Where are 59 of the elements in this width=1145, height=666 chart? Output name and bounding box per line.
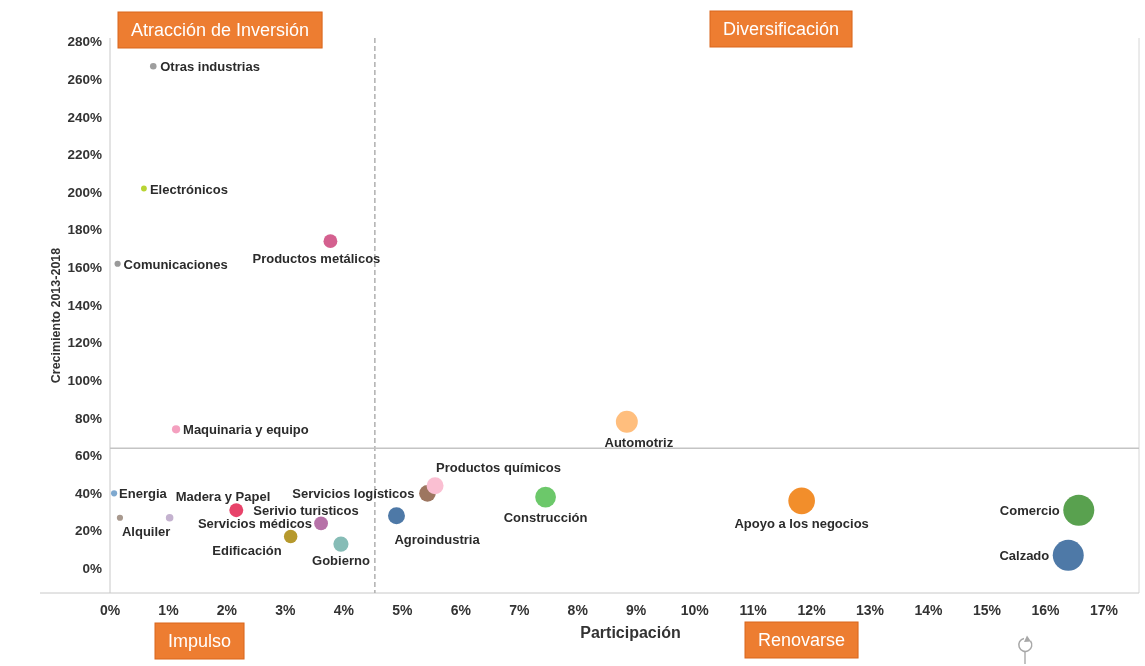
series-label: Comunicaciones: [123, 256, 228, 272]
x-tick-label: 13%: [856, 602, 885, 618]
x-tick-label: 17%: [1089, 602, 1119, 618]
x-tick-label: 4%: [333, 602, 355, 618]
annotation: Diversificación: [722, 19, 840, 39]
series-label: Agroindustria: [394, 531, 481, 547]
x-tick-label: 11%: [739, 602, 768, 618]
series-label: Energia: [119, 485, 168, 501]
series-label: Construcción: [503, 509, 588, 525]
x-tick-label: 12%: [797, 602, 827, 618]
series-label: Productos químicos: [436, 459, 562, 475]
series-label: Alquiler: [121, 523, 171, 539]
y-tick-label: 280%: [67, 34, 102, 50]
y-tick-label: 180%: [67, 222, 102, 238]
x-tick-label: 15%: [972, 602, 1002, 618]
series-label: Otras industrias: [160, 58, 260, 74]
y-tick-label: 240%: [67, 109, 102, 125]
x-tick-label: 5%: [392, 602, 413, 618]
series-label: Productos metálicos: [252, 250, 381, 266]
x-tick-label: 16%: [1031, 602, 1061, 618]
y-tick-label: 80%: [74, 410, 102, 426]
x-tick-label: 6%: [450, 602, 472, 618]
x-tick-label: 0%: [99, 602, 121, 618]
y-tick-label: 20%: [74, 523, 102, 539]
x-tick-label: 2%: [216, 602, 238, 618]
y-tick-label: 160%: [67, 260, 102, 276]
text: Impulso: [168, 631, 232, 651]
x-tick-label: 1%: [158, 602, 180, 618]
series-label: Comercio: [999, 502, 1060, 518]
series-label: Servicios médicos: [197, 515, 313, 531]
y-tick-label: 60%: [74, 448, 102, 464]
y-tick-label: 200%: [67, 184, 102, 200]
series-label: Servicios logísticos: [292, 485, 415, 501]
annotation: Atracción de Inversión: [131, 20, 310, 40]
x-tick-label: 9%: [626, 602, 647, 618]
x-tick-label: 10%: [680, 602, 710, 618]
text: Renovarse: [758, 630, 846, 650]
y-tick-label: 140%: [67, 297, 102, 313]
x-tick-label: 14%: [914, 602, 944, 618]
series-label: Madera y Papel: [175, 488, 271, 504]
series-label: Automotriz: [604, 434, 674, 450]
series-label: Electrónicos: [149, 181, 228, 197]
y-tick-label: 220%: [67, 147, 102, 163]
y-tick-label: 120%: [67, 335, 102, 351]
x-tick-label: 3%: [275, 602, 297, 618]
series-label: Apoyo a los negocios: [734, 515, 869, 531]
y-tick-label: 0%: [82, 561, 102, 577]
series-label: Edificación: [212, 542, 282, 558]
y-tick-label: 40%: [74, 485, 102, 501]
series-label: Calzado: [999, 547, 1050, 563]
series-label: Maquinaria y equipo: [183, 421, 309, 437]
x-tick-label: 8%: [567, 602, 589, 618]
y-tick-label: 100%: [67, 372, 102, 388]
x-tick-label: 7%: [509, 602, 530, 618]
series-label: Gobierno: [312, 552, 370, 568]
x-axis-title: Participación: [580, 623, 681, 641]
series-label: Serivio turisticos: [253, 502, 359, 518]
y-tick-label: 260%: [67, 71, 102, 87]
y-axis-title: Crecimiento 2013-2018: [49, 247, 63, 384]
